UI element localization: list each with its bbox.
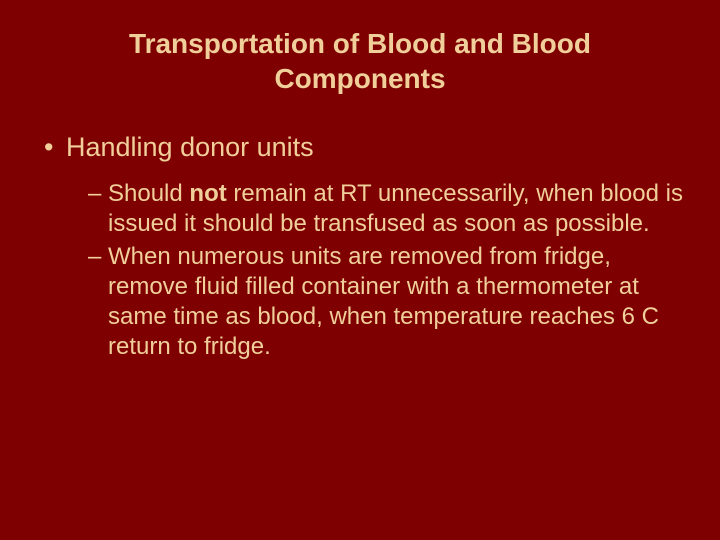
slide: Transportation of Blood and Blood Compon…: [0, 0, 720, 540]
list-item-text: When numerous units are removed from fri…: [108, 242, 684, 363]
slide-title: Transportation of Blood and Blood Compon…: [80, 26, 640, 96]
list-item: When numerous units are removed from fri…: [88, 242, 684, 363]
list-item-text: Handling donor units: [66, 130, 314, 165]
bullet-list-level2: Should not remain at RT unnecessarily, w…: [88, 179, 684, 362]
text-prefix: Should: [108, 180, 189, 207]
list-item: Should not remain at RT unnecessarily, w…: [88, 179, 684, 239]
list-item: Handling donor units: [44, 130, 684, 165]
list-item-text: Should not remain at RT unnecessarily, w…: [108, 179, 684, 239]
bullet-list-level1: Handling donor units: [44, 130, 684, 165]
text-bold: not: [189, 180, 226, 207]
